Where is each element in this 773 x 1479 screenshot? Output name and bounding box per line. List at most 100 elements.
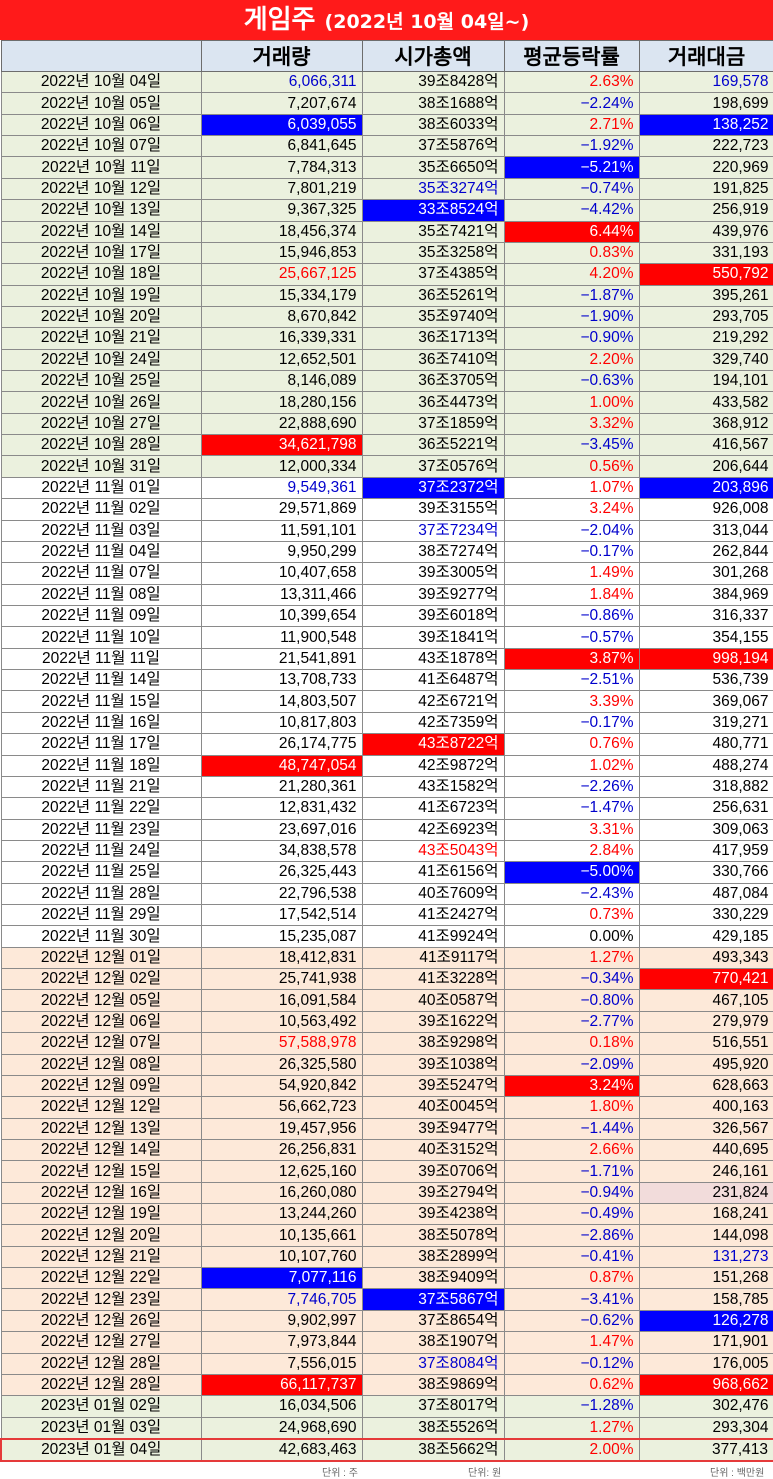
- row-volume: 25,667,125: [200, 263, 363, 286]
- row-avg-change: 2.71%: [503, 113, 640, 137]
- row-avg-change: −2.86%: [503, 1224, 640, 1247]
- row-volume: 15,334,179: [200, 284, 363, 307]
- row-date: 2022년 12월 21일: [0, 1245, 202, 1269]
- row-market-cap: 42조7359억: [361, 711, 505, 735]
- row-date: 2022년 10월 11일: [0, 156, 202, 179]
- row-volume: 16,339,331: [200, 327, 363, 350]
- table-row: 2022년 11월 18일 48,747,054 42조9872억 1.02% 488,…: [0, 754, 773, 777]
- table-row: 2022년 10월 14일 18,456,374 35조7421억 6.44% 439,…: [0, 220, 773, 243]
- row-trade-amount: 256,631: [638, 797, 773, 820]
- row-market-cap: 38조7274억: [361, 540, 505, 564]
- row-avg-change: −1.71%: [503, 1160, 640, 1183]
- row-trade-amount: 998,194: [638, 647, 773, 671]
- row-trade-amount: 138,252: [638, 113, 773, 137]
- row-market-cap: 41조2427억: [361, 904, 505, 927]
- row-market-cap: 37조5867억: [361, 1288, 505, 1311]
- row-market-cap: 38조1907억: [361, 1331, 505, 1354]
- table-row: 2022년 10월 21일 16,339,331 36조1713억 −0.90% 219…: [0, 327, 773, 350]
- row-date: 2022년 10월 24일: [0, 348, 202, 372]
- row-market-cap: 37조7234억: [361, 519, 505, 542]
- table-row: 2022년 10월 06일 6,039,055 38조6033억 2.71% 138,2…: [0, 113, 773, 137]
- row-avg-change: −1.28%: [503, 1395, 640, 1418]
- row-date: 2022년 10월 12일: [0, 177, 202, 201]
- row-volume: 23,697,016: [200, 818, 363, 841]
- row-trade-amount: 309,063: [638, 818, 773, 841]
- row-volume: 66,117,737: [200, 1373, 363, 1397]
- row-avg-change: 3.39%: [503, 690, 640, 713]
- row-avg-change: 3.32%: [503, 412, 640, 436]
- row-market-cap: 36조4473억: [361, 391, 505, 414]
- row-volume: 9,902,997: [200, 1309, 363, 1333]
- table-row: 2022년 10월 20일 8,670,842 35조9740억 −1.90% 293,…: [0, 305, 773, 329]
- row-volume: 13,244,260: [200, 1203, 363, 1226]
- row-trade-amount: 144,098: [638, 1224, 773, 1247]
- row-volume: 10,135,661: [200, 1224, 363, 1247]
- row-market-cap: 39조3005억: [361, 562, 505, 585]
- row-volume: 26,174,775: [200, 733, 363, 756]
- row-avg-change: 2.84%: [503, 839, 640, 863]
- row-volume: 34,838,578: [200, 839, 363, 863]
- row-date: 2022년 11월 21일: [0, 775, 202, 799]
- row-avg-change: 3.24%: [503, 498, 640, 521]
- row-market-cap: 41조6487억: [361, 669, 505, 692]
- row-market-cap: 40조7609억: [361, 882, 505, 906]
- row-market-cap: 43조1582억: [361, 775, 505, 799]
- row-market-cap: 36조5261억: [361, 284, 505, 307]
- row-avg-change: −1.92%: [503, 135, 640, 158]
- table-row: 2022년 12월 26일 9,902,997 37조8654억 −0.62% 126,…: [0, 1309, 773, 1333]
- row-trade-amount: 770,421: [638, 968, 773, 991]
- row-avg-change: −1.44%: [503, 1117, 640, 1140]
- row-trade-amount: 493,343: [638, 946, 773, 970]
- row-avg-change: 1.49%: [503, 562, 640, 585]
- row-market-cap: 41조6156억: [361, 861, 505, 884]
- table-row: 2022년 10월 17일 15,946,853 35조3258억 0.83% 331,…: [0, 241, 773, 265]
- row-trade-amount: 487,084: [638, 882, 773, 906]
- row-trade-amount: 293,705: [638, 305, 773, 329]
- row-market-cap: 39조1038억: [361, 1053, 505, 1076]
- row-market-cap: 39조1841억: [361, 626, 505, 649]
- row-volume: 11,591,101: [200, 519, 363, 542]
- table-row: 2022년 11월 30일 15,235,087 41조9924억 0.00% 429,…: [0, 925, 773, 948]
- row-avg-change: 3.87%: [503, 647, 640, 671]
- row-trade-amount: 262,844: [638, 540, 773, 564]
- row-trade-amount: 198,699: [638, 92, 773, 115]
- table-row: 2022년 12월 16일 16,260,080 39조2794억 −0.94% 231…: [0, 1181, 773, 1205]
- unit-amount: 단위 : 백만원: [710, 1468, 765, 1479]
- row-trade-amount: 319,271: [638, 711, 773, 735]
- row-market-cap: 38조5526억: [361, 1416, 505, 1440]
- row-date: 2022년 11월 29일: [0, 904, 202, 927]
- row-avg-change: −2.09%: [503, 1053, 640, 1076]
- row-market-cap: 38조5662억: [361, 1437, 505, 1462]
- row-volume: 16,034,506: [200, 1395, 363, 1418]
- row-date: 2022년 11월 03일: [0, 519, 202, 542]
- row-date: 2022년 11월 11일: [0, 647, 202, 671]
- unit-volume: 단위 : 주: [322, 1468, 358, 1479]
- row-trade-amount: 194,101: [638, 370, 773, 393]
- row-volume: 54,920,842: [200, 1074, 363, 1098]
- table-row: 2022년 11월 02일 29,571,869 39조3155억 3.24% 926,…: [0, 498, 773, 521]
- row-date: 2022년 10월 18일: [0, 263, 202, 286]
- row-market-cap: 41조3228억: [361, 968, 505, 991]
- row-market-cap: 39조8428억: [361, 70, 505, 94]
- row-volume: 12,000,334: [200, 455, 363, 478]
- table-row: 2022년 11월 16일 10,817,803 42조7359억 −0.17% 319…: [0, 711, 773, 735]
- row-avg-change: 0.56%: [503, 455, 640, 478]
- row-market-cap: 37조8654억: [361, 1309, 505, 1333]
- row-avg-change: 0.00%: [503, 925, 640, 948]
- row-market-cap: 38조1688억: [361, 92, 505, 115]
- row-trade-amount: 220,969: [638, 156, 773, 179]
- row-volume: 7,077,116: [200, 1267, 363, 1290]
- row-date: 2022년 12월 28일: [0, 1373, 202, 1397]
- table-row: 2022년 12월 28일 7,556,015 37조8084억 −0.12% 176,…: [0, 1352, 773, 1375]
- row-market-cap: 37조5876억: [361, 135, 505, 158]
- row-date: 2022년 10월 07일: [0, 135, 202, 158]
- row-avg-change: −1.47%: [503, 797, 640, 820]
- table-row: 2022년 12월 28일 66,117,737 38조9869억 0.62% 968,…: [0, 1373, 773, 1397]
- row-date: 2022년 11월 07일: [0, 562, 202, 585]
- row-market-cap: 38조6033억: [361, 113, 505, 137]
- row-market-cap: 39조5247억: [361, 1074, 505, 1098]
- stock-table: 거래량 시가총액 평균등락률 거래대금 2022년 10월 04일 6,066,3…: [0, 40, 773, 1462]
- row-avg-change: −0.49%: [503, 1203, 640, 1226]
- row-trade-amount: 169,578: [638, 70, 773, 94]
- table-row: 2022년 11월 28일 22,796,538 40조7609억 −2.43% 487…: [0, 882, 773, 906]
